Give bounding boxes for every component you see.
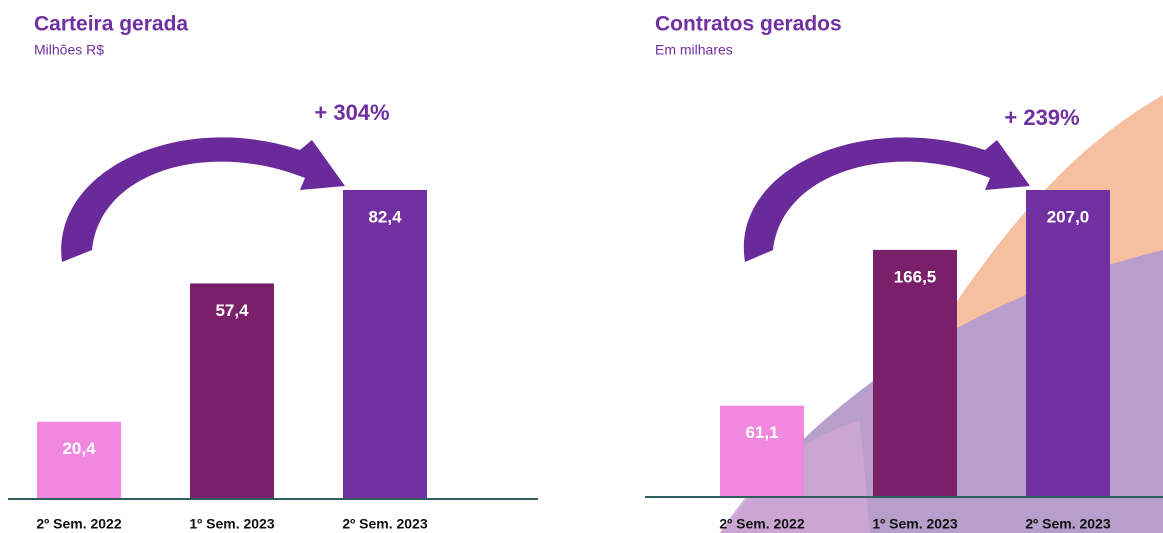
x-tick-label: 2º Sem. 2022: [719, 516, 804, 532]
x-tick-label: 2º Sem. 2023: [1025, 516, 1110, 532]
bar: [37, 422, 121, 498]
value-label: 57,4: [215, 301, 249, 320]
chart-subtitle: Milhões R$: [34, 42, 104, 58]
chart: Carteira gerada Milhões R$ + 304% Contra…: [0, 0, 1163, 533]
value-label: 207,0: [1047, 207, 1090, 226]
growth-arrow: [61, 137, 345, 262]
value-label: 61,1: [745, 423, 778, 442]
value-label: 20,4: [62, 439, 96, 458]
growth-arrow: [744, 137, 1030, 262]
annotation: + 239%: [1004, 105, 1079, 130]
chart-subtitle: Em milhares: [655, 42, 733, 58]
chart-title: Contratos gerados: [655, 13, 842, 36]
chart-title: Carteira gerada: [34, 13, 188, 36]
x-tick-label: 2º Sem. 2023: [342, 516, 427, 532]
value-label: 82,4: [368, 207, 402, 226]
x-tick-label: 1º Sem. 2023: [189, 516, 274, 532]
x-tick-label: 1º Sem. 2023: [872, 516, 957, 532]
annotation: + 304%: [314, 100, 389, 125]
bar: [343, 190, 427, 498]
bar: [873, 250, 957, 496]
x-tick-label: 2º Sem. 2022: [36, 516, 121, 532]
value-label: 166,5: [894, 267, 937, 286]
bar: [720, 406, 804, 496]
bar: [1026, 190, 1110, 496]
